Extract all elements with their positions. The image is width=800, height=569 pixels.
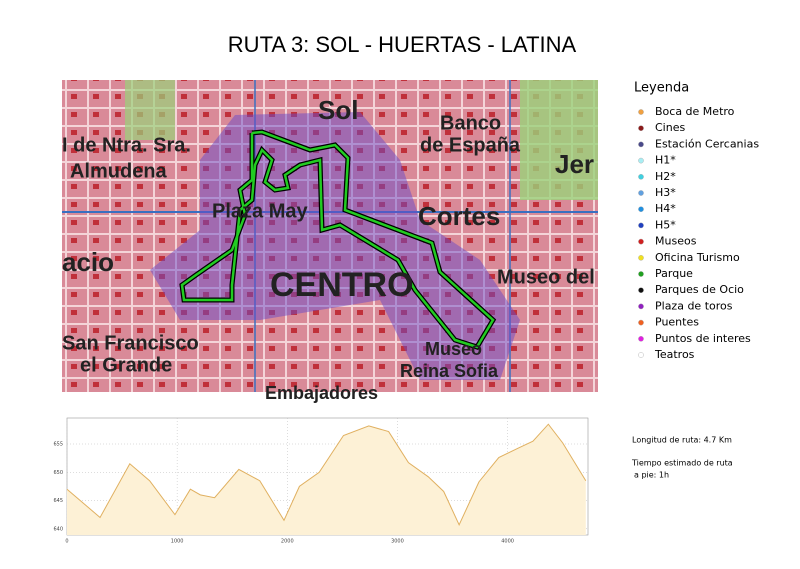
legend: Boca de Metro Cines Estación Cercanias H1* H… xyxy=(638,105,759,361)
map-label: Jer xyxy=(555,149,594,179)
park xyxy=(520,80,598,200)
legend-label: H4* xyxy=(655,202,676,215)
map-label: de España xyxy=(420,134,521,156)
legend-label: H2* xyxy=(655,170,676,183)
legend-marker xyxy=(638,173,644,180)
x-tick-label: 4000 xyxy=(501,539,514,545)
map-label: Museo xyxy=(425,339,482,359)
y-tick-label: 640 xyxy=(53,526,63,532)
map-label: Sol xyxy=(318,95,358,125)
x-tick-label: 0 xyxy=(65,539,68,545)
map-label: Banco xyxy=(440,112,501,134)
legend-marker xyxy=(638,157,644,164)
legend-marker xyxy=(638,271,644,277)
y-tick-label: 655 xyxy=(53,442,63,448)
info-text: Tiempo estimado de ruta xyxy=(631,459,733,468)
route-buffer xyxy=(150,112,520,380)
y-tick-label: 645 xyxy=(53,498,63,504)
legend-marker xyxy=(638,319,644,326)
legend-marker xyxy=(638,303,644,310)
map-label: Reina Sofia xyxy=(400,361,499,381)
legend-marker xyxy=(638,352,644,358)
legend-label: H5* xyxy=(655,218,676,231)
map-label: Cortes xyxy=(418,201,500,231)
legend-marker xyxy=(638,222,644,229)
legend-label: Puentes xyxy=(655,316,699,329)
legend-marker xyxy=(638,287,644,294)
legend-marker xyxy=(638,254,644,261)
map-label: Embajadores xyxy=(265,383,378,403)
legend-label: Boca de Metro xyxy=(655,105,735,118)
map-label: CENTRO xyxy=(270,266,414,304)
legend-label: Estación Cercanias xyxy=(655,137,759,150)
y-tick-label: 650 xyxy=(53,470,63,476)
legend-marker xyxy=(638,125,644,131)
legend-label: Plaza de toros xyxy=(655,299,733,312)
map-label: Museo del xyxy=(497,266,595,288)
x-tick-label: 1000 xyxy=(171,539,184,545)
legend-marker xyxy=(638,190,644,196)
x-tick-label: 3000 xyxy=(391,539,404,545)
legend-label: Puntos de interes xyxy=(655,332,751,345)
map-label: el Grande xyxy=(80,354,172,376)
route xyxy=(180,130,495,349)
page-title: RUTA 3: SOL - HUERTAS - LATINA xyxy=(228,32,577,57)
map-label: San Francisco xyxy=(62,332,199,354)
legend-title: Leyenda xyxy=(634,81,689,96)
legend-marker xyxy=(638,335,644,342)
map-label: Almudena xyxy=(70,160,168,182)
elevation-line xyxy=(66,423,587,527)
info-text: a pie: 1h xyxy=(634,471,669,480)
legend-label: H1* xyxy=(655,154,676,167)
legend-label: Parque xyxy=(655,267,693,280)
map: Sol Banco de España Jer I de Ntra. Sra. … xyxy=(62,80,598,403)
legend-marker xyxy=(638,206,644,212)
legend-marker xyxy=(638,238,644,245)
map-label: I de Ntra. Sra. xyxy=(62,134,191,156)
elevation-area xyxy=(67,424,586,535)
legend-marker xyxy=(638,141,644,148)
map-label: Plaza May xyxy=(212,200,308,222)
legend-marker xyxy=(638,109,644,115)
park xyxy=(125,80,175,140)
info-text: Longitud de ruta: 4.7 Km xyxy=(632,436,732,445)
legend-label: Parques de Ocio xyxy=(655,283,744,296)
x-tick-label: 2000 xyxy=(281,539,294,545)
legend-label: Museos xyxy=(655,235,697,248)
legend-label: Oficina Turismo xyxy=(655,251,740,264)
legend-label: Cines xyxy=(655,121,685,134)
map-label: acio xyxy=(62,247,114,277)
elevation-profile: 640 645 650 655 0 1000 2000 3000 4000 xyxy=(53,418,588,545)
legend-label: H3* xyxy=(655,186,676,199)
legend-label: Teatros xyxy=(654,348,695,361)
